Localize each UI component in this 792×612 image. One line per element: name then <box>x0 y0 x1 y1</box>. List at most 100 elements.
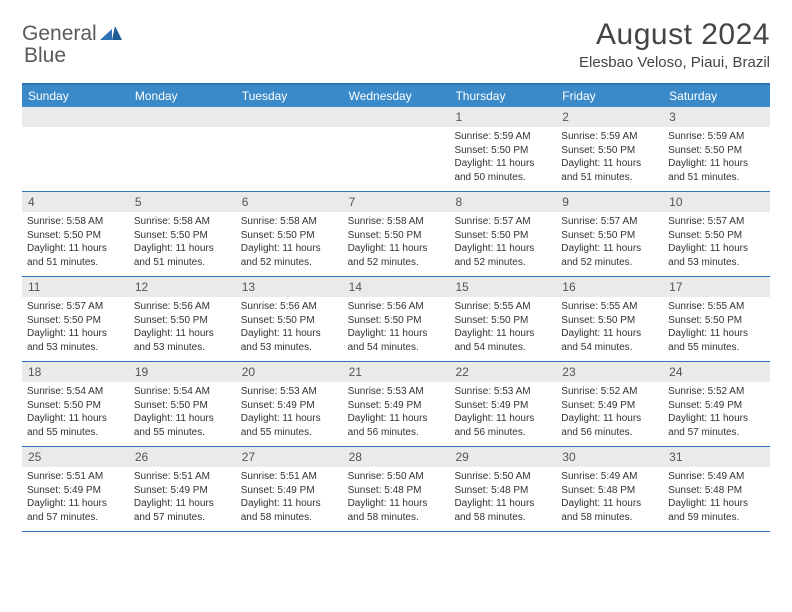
day-cell: 13Sunrise: 5:56 AMSunset: 5:50 PMDayligh… <box>236 277 343 361</box>
daylight-text: Daylight: 11 hours and 57 minutes. <box>27 497 124 524</box>
sunset-text: Sunset: 5:49 PM <box>134 484 231 498</box>
day-cell: 18Sunrise: 5:54 AMSunset: 5:50 PMDayligh… <box>22 362 129 446</box>
day-number: 11 <box>22 277 129 297</box>
dow-saturday: Saturday <box>663 85 770 107</box>
day-cell <box>236 107 343 191</box>
day-number: 9 <box>556 192 663 212</box>
week-row: 18Sunrise: 5:54 AMSunset: 5:50 PMDayligh… <box>22 362 770 447</box>
week-row: 25Sunrise: 5:51 AMSunset: 5:49 PMDayligh… <box>22 447 770 532</box>
sunrise-text: Sunrise: 5:53 AM <box>454 385 551 399</box>
daylight-text: Daylight: 11 hours and 59 minutes. <box>668 497 765 524</box>
day-cell: 11Sunrise: 5:57 AMSunset: 5:50 PMDayligh… <box>22 277 129 361</box>
day-details: Sunrise: 5:50 AMSunset: 5:48 PMDaylight:… <box>449 467 556 528</box>
day-cell: 20Sunrise: 5:53 AMSunset: 5:49 PMDayligh… <box>236 362 343 446</box>
day-details: Sunrise: 5:55 AMSunset: 5:50 PMDaylight:… <box>556 297 663 358</box>
day-cell: 6Sunrise: 5:58 AMSunset: 5:50 PMDaylight… <box>236 192 343 276</box>
daylight-text: Daylight: 11 hours and 56 minutes. <box>561 412 658 439</box>
sunset-text: Sunset: 5:50 PM <box>561 229 658 243</box>
day-details: Sunrise: 5:51 AMSunset: 5:49 PMDaylight:… <box>236 467 343 528</box>
day-number: 15 <box>449 277 556 297</box>
logo-mark-icon <box>100 23 122 46</box>
day-details: Sunrise: 5:51 AMSunset: 5:49 PMDaylight:… <box>22 467 129 528</box>
day-cell: 24Sunrise: 5:52 AMSunset: 5:49 PMDayligh… <box>663 362 770 446</box>
sunrise-text: Sunrise: 5:51 AM <box>241 470 338 484</box>
week-row: 4Sunrise: 5:58 AMSunset: 5:50 PMDaylight… <box>22 192 770 277</box>
day-details: Sunrise: 5:59 AMSunset: 5:50 PMDaylight:… <box>449 127 556 188</box>
sunrise-text: Sunrise: 5:50 AM <box>348 470 445 484</box>
daylight-text: Daylight: 11 hours and 54 minutes. <box>454 327 551 354</box>
day-cell: 4Sunrise: 5:58 AMSunset: 5:50 PMDaylight… <box>22 192 129 276</box>
dow-header-row: Sunday Monday Tuesday Wednesday Thursday… <box>22 85 770 107</box>
sunrise-text: Sunrise: 5:56 AM <box>134 300 231 314</box>
sunrise-text: Sunrise: 5:59 AM <box>668 130 765 144</box>
week-row: 11Sunrise: 5:57 AMSunset: 5:50 PMDayligh… <box>22 277 770 362</box>
day-cell: 12Sunrise: 5:56 AMSunset: 5:50 PMDayligh… <box>129 277 236 361</box>
day-number: 19 <box>129 362 236 382</box>
sunset-text: Sunset: 5:49 PM <box>348 399 445 413</box>
daylight-text: Daylight: 11 hours and 58 minutes. <box>241 497 338 524</box>
day-number: 8 <box>449 192 556 212</box>
sunset-text: Sunset: 5:48 PM <box>454 484 551 498</box>
day-number: 16 <box>556 277 663 297</box>
sunrise-text: Sunrise: 5:58 AM <box>241 215 338 229</box>
day-number: 4 <box>22 192 129 212</box>
day-number: 5 <box>129 192 236 212</box>
sunset-text: Sunset: 5:48 PM <box>668 484 765 498</box>
day-number: 31 <box>663 447 770 467</box>
day-number: 18 <box>22 362 129 382</box>
day-number: 27 <box>236 447 343 467</box>
daylight-text: Daylight: 11 hours and 56 minutes. <box>348 412 445 439</box>
sunset-text: Sunset: 5:50 PM <box>134 229 231 243</box>
daylight-text: Daylight: 11 hours and 50 minutes. <box>454 157 551 184</box>
day-number <box>22 107 129 127</box>
day-details: Sunrise: 5:49 AMSunset: 5:48 PMDaylight:… <box>663 467 770 528</box>
sunrise-text: Sunrise: 5:49 AM <box>668 470 765 484</box>
sunset-text: Sunset: 5:49 PM <box>668 399 765 413</box>
dow-sunday: Sunday <box>22 85 129 107</box>
day-details: Sunrise: 5:53 AMSunset: 5:49 PMDaylight:… <box>449 382 556 443</box>
day-number: 3 <box>663 107 770 127</box>
sunset-text: Sunset: 5:50 PM <box>27 229 124 243</box>
day-details: Sunrise: 5:56 AMSunset: 5:50 PMDaylight:… <box>343 297 450 358</box>
day-cell: 25Sunrise: 5:51 AMSunset: 5:49 PMDayligh… <box>22 447 129 531</box>
day-number: 1 <box>449 107 556 127</box>
day-details: Sunrise: 5:54 AMSunset: 5:50 PMDaylight:… <box>22 382 129 443</box>
title-block: August 2024 Elesbao Veloso, Piaui, Brazi… <box>579 18 770 71</box>
day-details: Sunrise: 5:49 AMSunset: 5:48 PMDaylight:… <box>556 467 663 528</box>
weeks-container: 1Sunrise: 5:59 AMSunset: 5:50 PMDaylight… <box>22 107 770 532</box>
sunrise-text: Sunrise: 5:52 AM <box>561 385 658 399</box>
sunrise-text: Sunrise: 5:55 AM <box>668 300 765 314</box>
daylight-text: Daylight: 11 hours and 58 minutes. <box>454 497 551 524</box>
daylight-text: Daylight: 11 hours and 52 minutes. <box>241 242 338 269</box>
daylight-text: Daylight: 11 hours and 53 minutes. <box>27 327 124 354</box>
sunset-text: Sunset: 5:50 PM <box>27 399 124 413</box>
day-cell: 16Sunrise: 5:55 AMSunset: 5:50 PMDayligh… <box>556 277 663 361</box>
location-text: Elesbao Veloso, Piaui, Brazil <box>579 54 770 71</box>
daylight-text: Daylight: 11 hours and 54 minutes. <box>348 327 445 354</box>
daylight-text: Daylight: 11 hours and 53 minutes. <box>668 242 765 269</box>
calendar-page: General August 2024 Elesbao Veloso, Piau… <box>0 0 792 542</box>
sunrise-text: Sunrise: 5:51 AM <box>27 470 124 484</box>
sunset-text: Sunset: 5:50 PM <box>134 399 231 413</box>
day-details: Sunrise: 5:59 AMSunset: 5:50 PMDaylight:… <box>556 127 663 188</box>
calendar-grid: Sunday Monday Tuesday Wednesday Thursday… <box>22 83 770 532</box>
day-number: 13 <box>236 277 343 297</box>
sunrise-text: Sunrise: 5:57 AM <box>561 215 658 229</box>
sunrise-text: Sunrise: 5:53 AM <box>348 385 445 399</box>
day-cell: 29Sunrise: 5:50 AMSunset: 5:48 PMDayligh… <box>449 447 556 531</box>
day-number: 23 <box>556 362 663 382</box>
sunset-text: Sunset: 5:50 PM <box>348 229 445 243</box>
day-cell: 10Sunrise: 5:57 AMSunset: 5:50 PMDayligh… <box>663 192 770 276</box>
week-row: 1Sunrise: 5:59 AMSunset: 5:50 PMDaylight… <box>22 107 770 192</box>
daylight-text: Daylight: 11 hours and 53 minutes. <box>241 327 338 354</box>
sunrise-text: Sunrise: 5:58 AM <box>27 215 124 229</box>
sunset-text: Sunset: 5:50 PM <box>668 144 765 158</box>
sunset-text: Sunset: 5:49 PM <box>561 399 658 413</box>
daylight-text: Daylight: 11 hours and 57 minutes. <box>134 497 231 524</box>
sunrise-text: Sunrise: 5:54 AM <box>27 385 124 399</box>
day-number: 20 <box>236 362 343 382</box>
sunset-text: Sunset: 5:49 PM <box>241 399 338 413</box>
day-cell: 15Sunrise: 5:55 AMSunset: 5:50 PMDayligh… <box>449 277 556 361</box>
day-details: Sunrise: 5:52 AMSunset: 5:49 PMDaylight:… <box>663 382 770 443</box>
daylight-text: Daylight: 11 hours and 55 minutes. <box>134 412 231 439</box>
